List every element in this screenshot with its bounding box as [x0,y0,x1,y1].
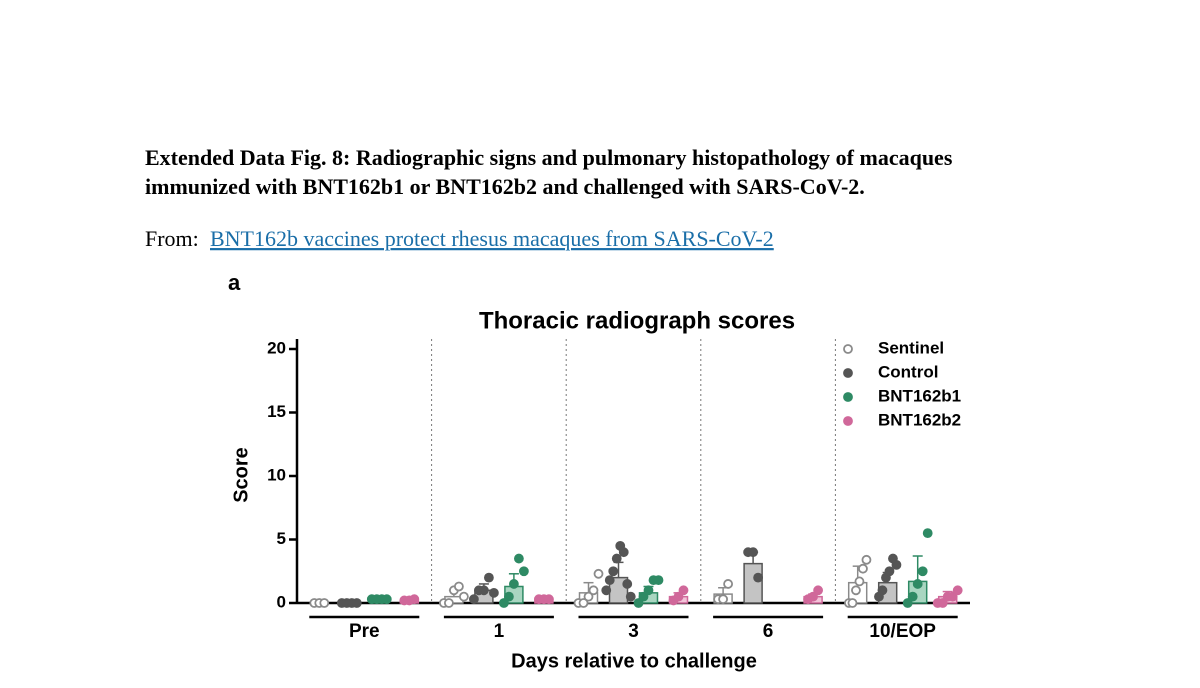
data-point [638,591,649,602]
data-point [319,598,330,608]
data-point [902,598,913,608]
data-point [453,581,464,592]
data-point [653,575,664,586]
data-point [611,553,622,564]
data-point [351,598,362,608]
y-tick-label: 0 [277,592,286,611]
legend-label: Sentinel [878,338,944,357]
data-point [922,528,933,539]
bar [743,562,763,604]
data-point [912,579,923,589]
data-point [947,591,958,602]
source-link[interactable]: BNT162b vaccines protect rhesus macaques… [210,226,774,251]
x-tick-label: 10/EOP [869,621,936,642]
data-point [503,591,514,602]
data-point [753,572,763,583]
data-point [544,594,554,605]
data-point [583,591,594,602]
data-point [622,579,633,589]
data-point [877,585,888,596]
data-point [519,566,529,577]
legend-marker [843,416,853,426]
data-point [907,591,918,602]
data-point [443,598,454,608]
y-axis-label: Score [230,447,252,503]
data-point [808,591,818,602]
y-tick-label: 10 [267,465,286,484]
x-tick-label: Pre [349,621,380,642]
data-point [458,591,469,602]
data-point [509,579,519,589]
data-point [593,568,604,579]
legend-marker [843,368,853,378]
y-tick-label: 15 [267,402,286,421]
data-point [917,566,928,577]
y-tick-label: 5 [277,529,286,548]
data-point [625,591,636,602]
x-axis-label: Days relative to challenge [511,650,757,672]
data-point [498,598,509,608]
data-point [483,572,494,583]
x-tick-label: 1 [494,621,505,642]
heading: immunized with BNT162b1 or BNT162b2 and … [145,174,865,199]
data-point [847,598,858,608]
data-point [854,576,865,587]
data-point [891,560,902,570]
data-point [608,566,619,577]
data-point [618,547,629,558]
data-point [718,594,728,605]
data-point [813,585,823,596]
data-point [409,594,420,605]
x-tick-label: 6 [763,621,774,642]
data-point [633,598,644,608]
data-point [851,585,861,596]
data-point [673,591,684,602]
panel-label: a [228,270,241,295]
data-point [488,587,499,598]
data-point [723,579,733,589]
data-point [478,585,489,596]
legend-label: Control [878,362,938,381]
data-point [952,585,963,596]
data-point [588,585,599,596]
data-point [381,594,392,605]
data-point [601,585,612,596]
data-point [514,553,524,564]
heading: Extended Data Fig. 8: Radiographic signs… [145,145,953,170]
x-tick-label: 3 [628,621,639,642]
data-point [937,598,948,608]
data-point [858,563,868,574]
y-tick-label: 20 [267,338,286,357]
legend-label: BNT162b1 [878,386,961,405]
from-label: From: [145,226,199,251]
legend-label: BNT162b2 [878,410,961,429]
chart-title: Thoracic radiograph scores [479,307,795,334]
data-point [578,598,589,608]
data-point [748,547,758,558]
data-point [861,554,872,565]
data-point [604,575,615,586]
data-point [884,566,895,577]
data-point [468,594,479,605]
data-point [678,585,689,596]
legend-marker [843,392,853,402]
legend-marker [843,344,853,354]
data-point [643,585,654,596]
